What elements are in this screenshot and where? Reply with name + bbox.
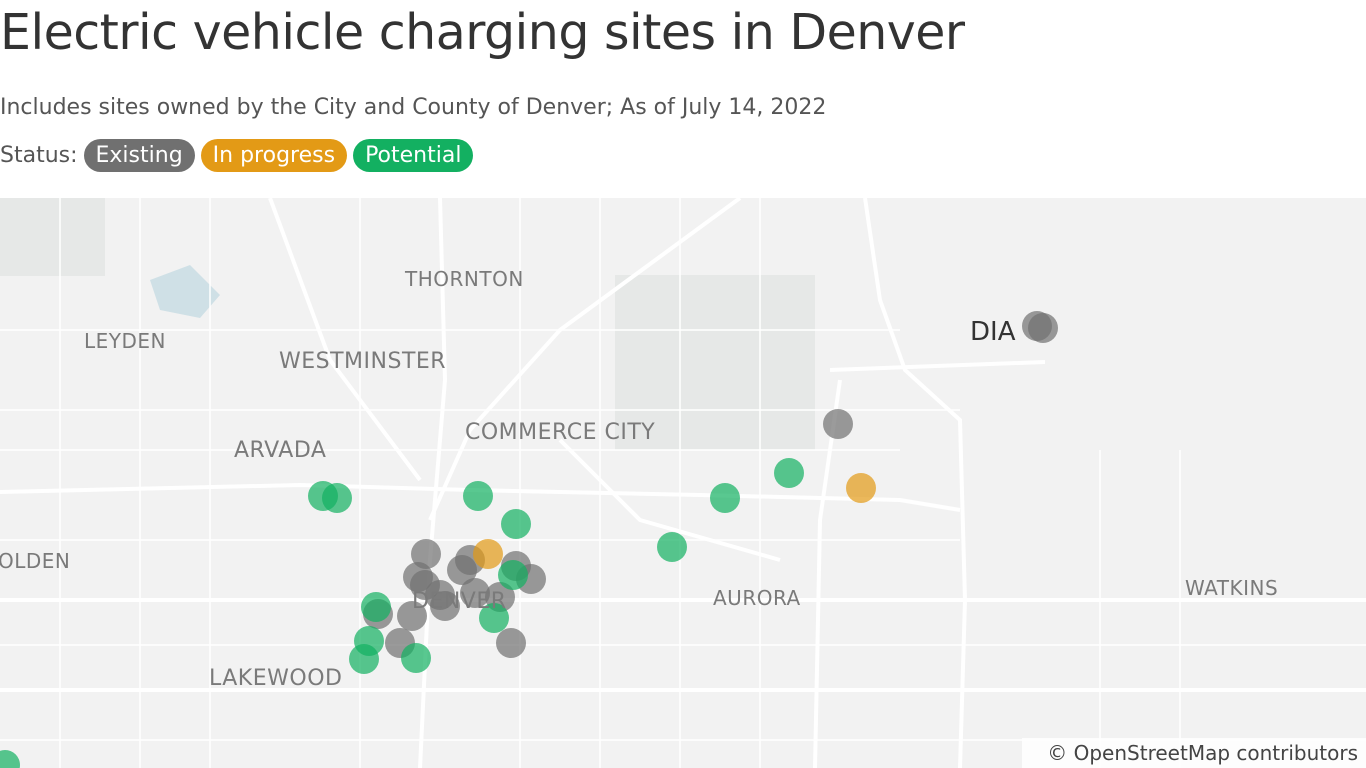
place-label: LEYDEN	[84, 329, 166, 353]
site-dot[interactable]	[479, 603, 509, 633]
place-label: GOLDEN	[0, 549, 70, 573]
site-dot[interactable]	[823, 409, 853, 439]
site-dot[interactable]	[401, 643, 431, 673]
site-dot[interactable]	[710, 483, 740, 513]
attribution-bg	[1022, 738, 1366, 768]
place-label: COMMERCE CITY	[465, 420, 655, 445]
place-label: DENVER	[412, 589, 507, 614]
site-dot[interactable]	[447, 555, 477, 585]
place-label: AURORA	[713, 586, 801, 610]
site-dot[interactable]	[463, 481, 493, 511]
legend-label: Status:	[0, 143, 78, 168]
subtitle: Includes sites owned by the City and Cou…	[0, 95, 827, 120]
site-dot[interactable]	[0, 750, 20, 768]
site-dot[interactable]	[361, 592, 391, 622]
title: Electric vehicle charging sites in Denve…	[0, 4, 965, 61]
place-label: THORNTON	[404, 267, 524, 291]
site-dot[interactable]	[397, 601, 427, 631]
legend: Status: Existing In progress Potential	[0, 139, 474, 172]
site-dot[interactable]	[1028, 313, 1058, 343]
legend-item: In progress	[200, 139, 348, 172]
site-dot[interactable]	[322, 483, 352, 513]
place-label: LAKEWOOD	[209, 666, 342, 691]
place-label: WATKINS	[1185, 576, 1278, 600]
dots-layer	[0, 311, 1058, 768]
site-dot[interactable]	[846, 473, 876, 503]
place-label: ARVADA	[234, 438, 326, 463]
site-dot[interactable]	[657, 532, 687, 562]
lake	[150, 265, 220, 318]
site-dot[interactable]	[501, 509, 531, 539]
site-dot[interactable]	[774, 458, 804, 488]
map: THORNTON LEYDEN WESTMINSTER ARVADA COMME…	[0, 198, 1366, 768]
park	[0, 198, 105, 276]
site-dot[interactable]	[496, 628, 526, 658]
roads	[0, 198, 1366, 768]
site-dot[interactable]	[349, 644, 379, 674]
legend-item: Existing	[83, 139, 195, 172]
site-dot[interactable]	[498, 560, 528, 590]
site-dot[interactable]	[460, 578, 490, 608]
attribution: © OpenStreetMap contributors	[1047, 741, 1358, 765]
legend-item: Potential	[353, 139, 474, 172]
place-label: DIA	[970, 317, 1016, 347]
site-dot[interactable]	[473, 539, 503, 569]
site-dot[interactable]	[411, 539, 441, 569]
park	[615, 275, 815, 450]
place-label: WESTMINSTER	[279, 349, 446, 374]
site-dot[interactable]	[430, 591, 460, 621]
streets	[0, 198, 1366, 768]
